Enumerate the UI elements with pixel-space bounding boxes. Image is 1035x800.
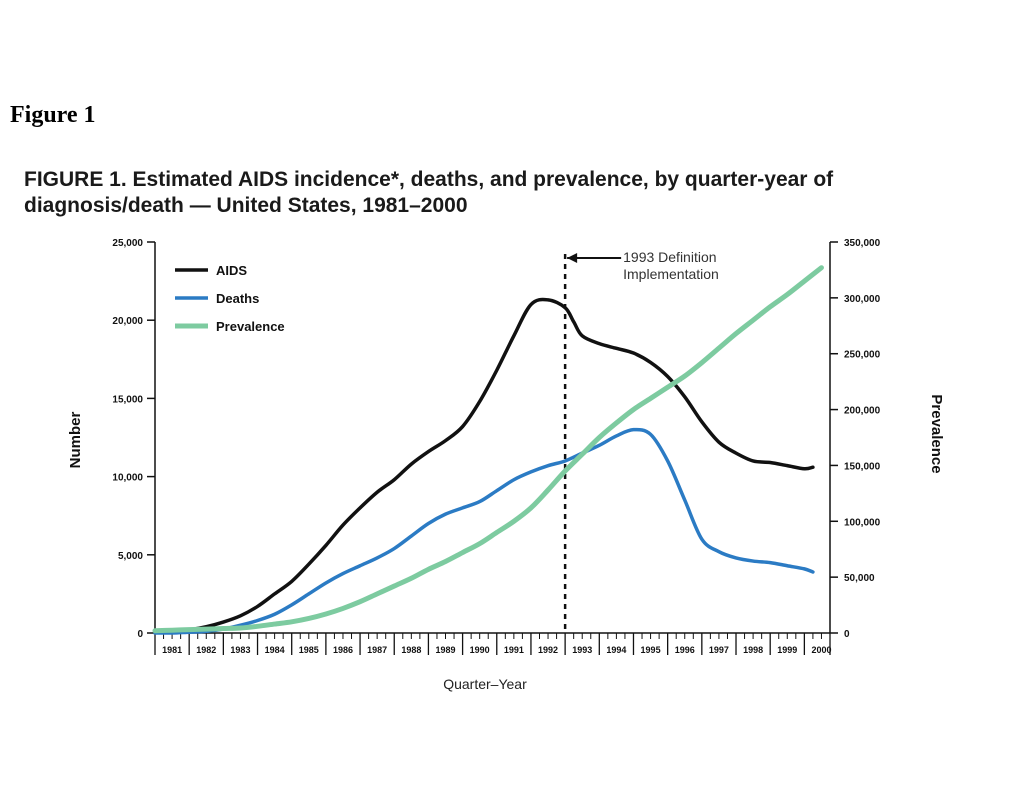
- x-tick-label: 1987: [367, 645, 387, 655]
- x-tick-label: 1994: [606, 645, 626, 655]
- series-line-prevalence: [152, 265, 824, 634]
- y-right-tick-label: 200,000: [844, 406, 881, 417]
- series-line-aids: [153, 297, 815, 634]
- y-left-tick-label: 0: [137, 629, 143, 640]
- legend-label-deaths: Deaths: [216, 291, 259, 306]
- x-tick-label: 1986: [333, 645, 353, 655]
- x-tick-label: 1982: [196, 645, 216, 655]
- y-left-tick-label: 5,000: [118, 551, 143, 562]
- y-left-tick-label: 25,000: [112, 238, 143, 249]
- chart-axes: 0 5,000 10,000 15,000 20,000 25,000 0 50,000 100…: [112, 238, 881, 655]
- x-tick-label: 1992: [538, 645, 558, 655]
- x-tick-label: 1984: [265, 645, 285, 655]
- y-axis-left-title: Number: [67, 412, 84, 469]
- y-right-tick-label: 50,000: [844, 573, 875, 584]
- x-tick-label: 1991: [504, 645, 524, 655]
- y-axis-right-title: Prevalence: [928, 394, 945, 473]
- x-tick-label: 1993: [572, 645, 592, 655]
- chart-series: [152, 265, 824, 635]
- y-left-tick-label: 10,000: [112, 473, 143, 484]
- y-left-tick-label: 20,000: [112, 316, 143, 327]
- legend-label-prevalence: Prevalence: [216, 319, 285, 334]
- annotation-label: Implementation: [623, 266, 719, 282]
- x-tick-label: 1983: [230, 645, 250, 655]
- y-right-tick-label: 100,000: [844, 517, 881, 528]
- x-tick-label: 2000: [811, 645, 831, 655]
- chart-legend: AIDS Deaths Prevalence: [175, 263, 285, 334]
- series-line-deaths: [153, 427, 815, 635]
- y-right-tick-label: 150,000: [844, 461, 881, 472]
- y-right-tick-label: 250,000: [844, 350, 881, 361]
- x-tick-label: 1988: [401, 645, 421, 655]
- annotation-arrowhead: [567, 253, 578, 263]
- x-tick-label: 1995: [641, 645, 661, 655]
- legend-label-aids: AIDS: [216, 263, 247, 278]
- x-tick-label: 1985: [299, 645, 319, 655]
- x-tick-label: 1998: [743, 645, 763, 655]
- x-tick-label: 1990: [470, 645, 490, 655]
- x-axis-title: Quarter–Year: [443, 676, 527, 692]
- x-tick-label: 1989: [435, 645, 455, 655]
- y-left-tick-label: 15,000: [112, 394, 143, 405]
- x-tick-label: 1997: [709, 645, 729, 655]
- figure-label: Figure 1: [10, 102, 96, 128]
- annotation-label: 1993 Definition: [623, 249, 716, 265]
- y-right-tick-label: 300,000: [844, 294, 881, 305]
- x-tick-label: 1996: [675, 645, 695, 655]
- chart-title: FIGURE 1. Estimated AIDS incidence*, dea…: [24, 168, 834, 217]
- x-tick-label: 1981: [162, 645, 182, 655]
- y-right-tick-label: 0: [844, 629, 850, 640]
- x-tick-label: 1999: [777, 645, 797, 655]
- y-right-tick-label: 350,000: [844, 238, 881, 249]
